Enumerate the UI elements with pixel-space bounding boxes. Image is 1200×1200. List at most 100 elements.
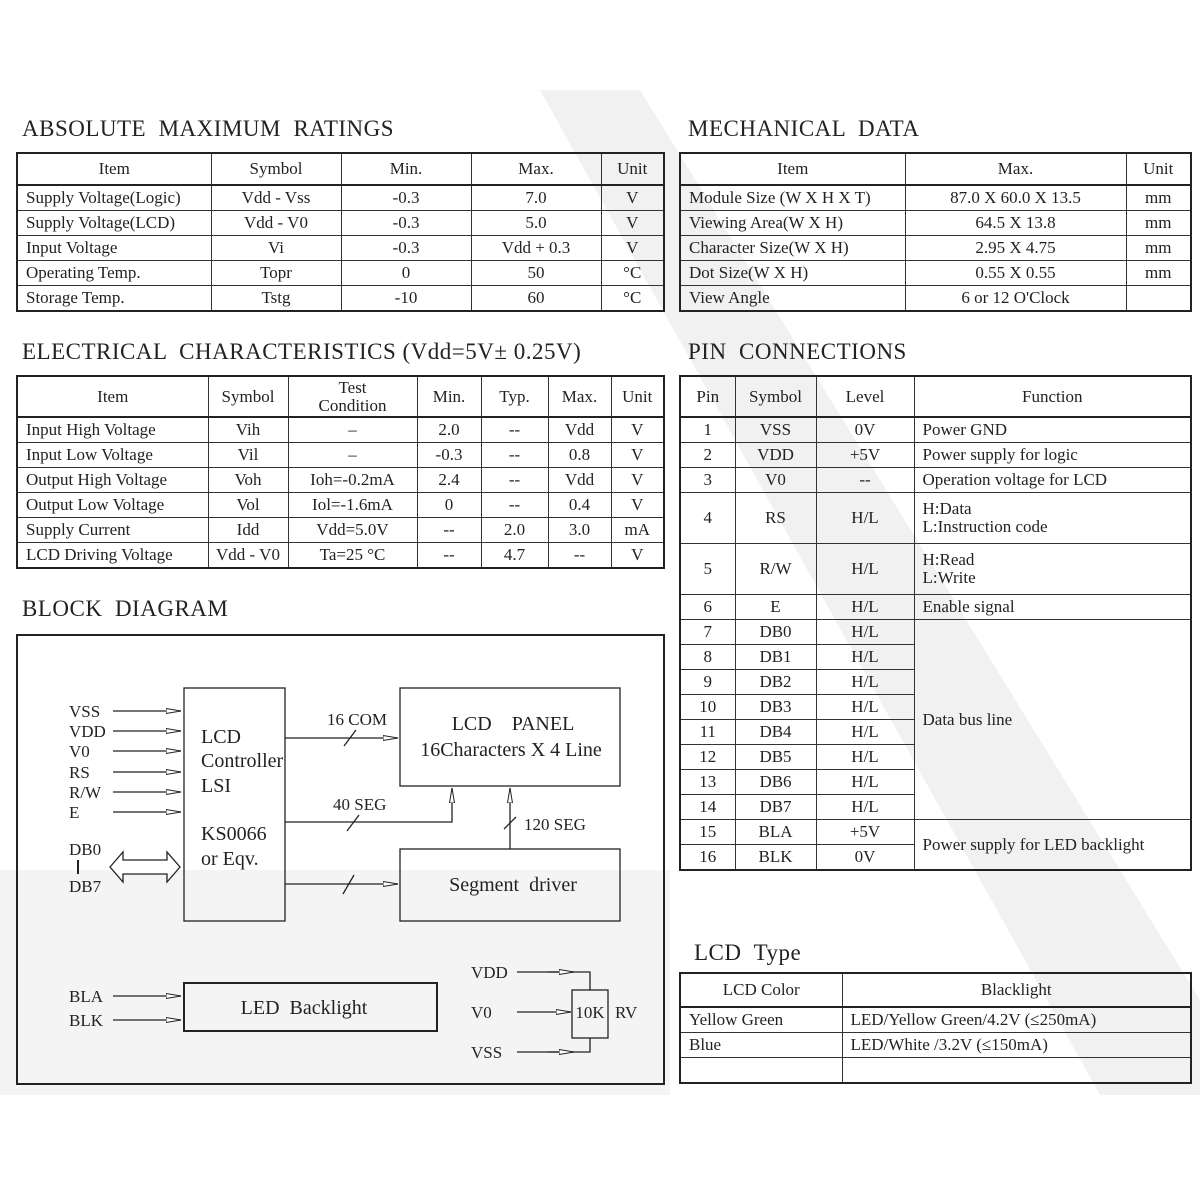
table-cell: Output Low Voltage <box>16 492 209 518</box>
table-cell: View Angle <box>679 285 906 312</box>
table-cell: DB5 <box>734 744 817 770</box>
table-cell: V <box>610 467 665 493</box>
table-cell: Input High Voltage <box>16 416 209 443</box>
column-header: Item <box>16 375 209 418</box>
column-header: Function <box>913 375 1192 418</box>
lcd-panel-box <box>399 687 621 787</box>
pin-row: 16 BLK 0V <box>679 844 1191 871</box>
table-cell: 15 <box>679 819 736 845</box>
table-cell: Viewing Area(W X H) <box>679 210 906 236</box>
table-cell: mA <box>610 517 665 543</box>
table-cell: Vdd - Vss <box>210 184 342 211</box>
table-row: Dot Size(W X H) 0.55 X 0.55 mm <box>679 260 1192 286</box>
table-cell: Data bus line <box>913 619 1192 820</box>
table-cell: Vdd <box>547 416 612 443</box>
table-cell: 0.4 <box>547 492 612 518</box>
table-cell: 14 <box>679 794 736 820</box>
led-backlight-box <box>183 982 438 1032</box>
header-row: Pin Symbol Level Function <box>679 375 1192 418</box>
table-cell: DB0 <box>734 619 817 645</box>
table-cell: -- <box>480 442 549 468</box>
table-cell: -- <box>480 416 549 443</box>
table-cell: – <box>287 416 418 443</box>
table-cell: Dot Size(W X H) <box>679 260 906 286</box>
table-cell: Output High Voltage <box>16 467 209 493</box>
column-header: Min. <box>416 375 482 418</box>
table-cell: Vdd <box>547 467 612 493</box>
table-cell: -- <box>416 517 482 543</box>
com-label: 16 COM <box>327 710 387 729</box>
table-cell: -- <box>480 467 549 493</box>
table-cell: 2.0 <box>416 416 482 443</box>
table-cell: 0.8 <box>547 442 612 468</box>
column-header: Min. <box>340 152 472 186</box>
table-cell: RS <box>734 492 817 544</box>
column-header: Unit <box>600 152 665 186</box>
table-cell: Vi <box>210 235 342 261</box>
table-cell: – <box>287 442 418 468</box>
table-cell: 0 <box>416 492 482 518</box>
table-cell: 0 <box>340 260 472 286</box>
db0-label: DB0 <box>69 840 101 859</box>
table-cell: Topr <box>210 260 342 286</box>
data-bus-double-arrow <box>109 850 181 884</box>
table-row: Character Size(W X H) 2.95 X 4.75 mm <box>679 235 1192 261</box>
table-cell: 12 <box>679 744 736 770</box>
table-cell: 2 <box>679 442 736 468</box>
column-header: Level <box>815 375 915 418</box>
table-cell: H/L <box>815 543 915 595</box>
table-cell: DB3 <box>734 694 817 720</box>
table-row: Blue LED/White /3.2V (≤150mA) <box>679 1032 1192 1058</box>
mechanical-title: MECHANICAL DATA <box>688 116 920 141</box>
table-cell: Vdd - V0 <box>210 210 342 236</box>
column-header: Item <box>679 152 906 186</box>
table-cell: 5 <box>679 543 736 595</box>
table-cell: °C <box>600 285 665 312</box>
table-cell: 60 <box>470 285 602 312</box>
table-row: Supply Current Idd Vdd=5.0V -- 2.0 3.0 mA <box>16 517 665 543</box>
table-cell: Vol <box>207 492 289 518</box>
table-cell: Ioh=-0.2mA <box>287 467 418 493</box>
table-cell: 8 <box>679 644 736 670</box>
table-cell: 6 or 12 O'Clock <box>904 285 1127 312</box>
table-cell: V <box>610 542 665 569</box>
table-cell: Power supply for logic <box>913 442 1192 468</box>
table-cell: Vih <box>207 416 289 443</box>
pin-row: 4 RS H/L H:Data L:Instruction code <box>679 492 1192 544</box>
table-cell: 4.7 <box>480 542 549 569</box>
table-cell: mm <box>1125 260 1192 286</box>
table-cell: Vdd + 0.3 <box>470 235 602 261</box>
column-header: Typ. <box>480 375 549 418</box>
table-cell: 5.0 <box>470 210 602 236</box>
block-diagram-title: BLOCK DIAGRAM <box>22 596 229 621</box>
controller-text: Controller <box>201 750 284 772</box>
table-cell: Supply Voltage(LCD) <box>16 210 212 236</box>
controller-text: LCD <box>201 726 241 748</box>
table-cell: 2.4 <box>416 467 482 493</box>
table-cell: 2.95 X 4.75 <box>904 235 1127 261</box>
table-cell: H/L <box>815 594 915 620</box>
seg40-label: 40 SEG <box>333 795 386 814</box>
table-cell: LED/Yellow Green/4.2V (≤250mA) <box>841 1006 1192 1033</box>
table-cell: VDD <box>734 442 817 468</box>
table-row: Input Voltage Vi -0.3 Vdd + 0.3 V <box>16 235 665 261</box>
column-header: Max. <box>470 152 602 186</box>
table-cell: 3.0 <box>547 517 612 543</box>
table-cell: E <box>734 594 817 620</box>
table-row: Output Low Voltage Vol Iol=-1.6mA 0 -- 0.4 V <box>16 492 665 518</box>
input-labels: VSS VDD V0 RS R/W E <box>69 702 106 822</box>
table-cell <box>1125 285 1192 312</box>
table-cell: V <box>600 184 665 211</box>
table-cell: 7.0 <box>470 184 602 211</box>
table-cell: DB2 <box>734 669 817 695</box>
table-cell: Voh <box>207 467 289 493</box>
column-header: Blacklight <box>841 972 1192 1008</box>
lcd-type-title: LCD Type <box>694 940 802 965</box>
table-cell: H/L <box>815 769 915 795</box>
table-cell: Idd <box>207 517 289 543</box>
table-cell: H/L <box>815 669 915 695</box>
input-label: E <box>69 803 79 822</box>
table-cell: -0.3 <box>340 210 472 236</box>
electrical-title: ELECTRICAL CHARACTERISTICS (Vdd=5V± 0.25… <box>22 339 582 364</box>
table-cell: Power GND <box>913 416 1192 443</box>
